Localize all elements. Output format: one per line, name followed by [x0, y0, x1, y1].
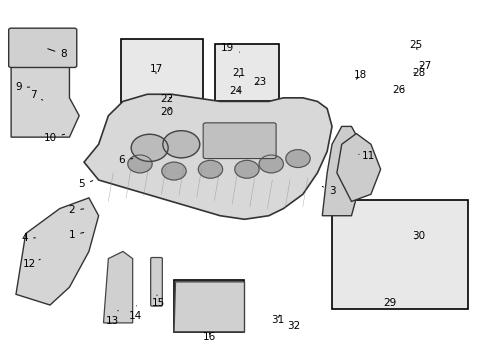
Text: 31: 31 [270, 315, 284, 325]
Text: 1: 1 [68, 230, 83, 240]
Circle shape [259, 155, 283, 173]
Text: 19: 19 [221, 43, 239, 53]
Text: 32: 32 [287, 321, 300, 332]
Text: 10: 10 [43, 133, 64, 143]
FancyBboxPatch shape [150, 257, 162, 306]
Text: 5: 5 [78, 179, 93, 189]
Text: 24: 24 [229, 86, 242, 96]
Text: 22: 22 [160, 94, 173, 104]
Text: 16: 16 [203, 332, 216, 342]
Circle shape [131, 134, 168, 161]
PathPatch shape [16, 198, 99, 305]
PathPatch shape [322, 126, 361, 216]
Text: 26: 26 [392, 85, 405, 95]
Bar [331, 200, 467, 309]
Text: 7: 7 [30, 90, 42, 100]
Text: 29: 29 [382, 298, 395, 308]
Text: 28: 28 [411, 68, 425, 78]
Text: 21: 21 [232, 68, 245, 78]
Text: 9: 9 [15, 82, 30, 92]
Bar [174, 280, 244, 332]
Text: 8: 8 [48, 49, 67, 59]
Text: 15: 15 [151, 295, 164, 308]
Text: 30: 30 [411, 231, 424, 242]
Text: 6: 6 [119, 156, 132, 165]
Text: 17: 17 [149, 64, 163, 74]
Bar [215, 44, 278, 102]
Text: 12: 12 [23, 259, 40, 269]
PathPatch shape [11, 66, 79, 137]
PathPatch shape [174, 282, 244, 332]
Text: 13: 13 [105, 310, 119, 326]
PathPatch shape [336, 134, 380, 202]
Text: 3: 3 [322, 186, 335, 197]
Text: 2: 2 [68, 205, 83, 215]
Circle shape [162, 162, 186, 180]
Text: 11: 11 [358, 151, 374, 161]
Text: 27: 27 [418, 62, 431, 71]
Circle shape [285, 150, 309, 167]
FancyBboxPatch shape [203, 123, 276, 158]
Text: 4: 4 [21, 233, 35, 243]
Text: 18: 18 [353, 70, 366, 80]
PathPatch shape [84, 94, 331, 219]
Circle shape [163, 131, 200, 158]
Bar [120, 39, 203, 125]
Circle shape [127, 155, 152, 173]
FancyBboxPatch shape [9, 28, 77, 67]
Text: 14: 14 [128, 306, 142, 321]
Circle shape [198, 160, 222, 178]
PathPatch shape [103, 251, 132, 323]
Text: 20: 20 [160, 107, 173, 117]
Circle shape [234, 160, 259, 178]
Text: 25: 25 [408, 40, 422, 50]
Text: 23: 23 [253, 77, 266, 87]
